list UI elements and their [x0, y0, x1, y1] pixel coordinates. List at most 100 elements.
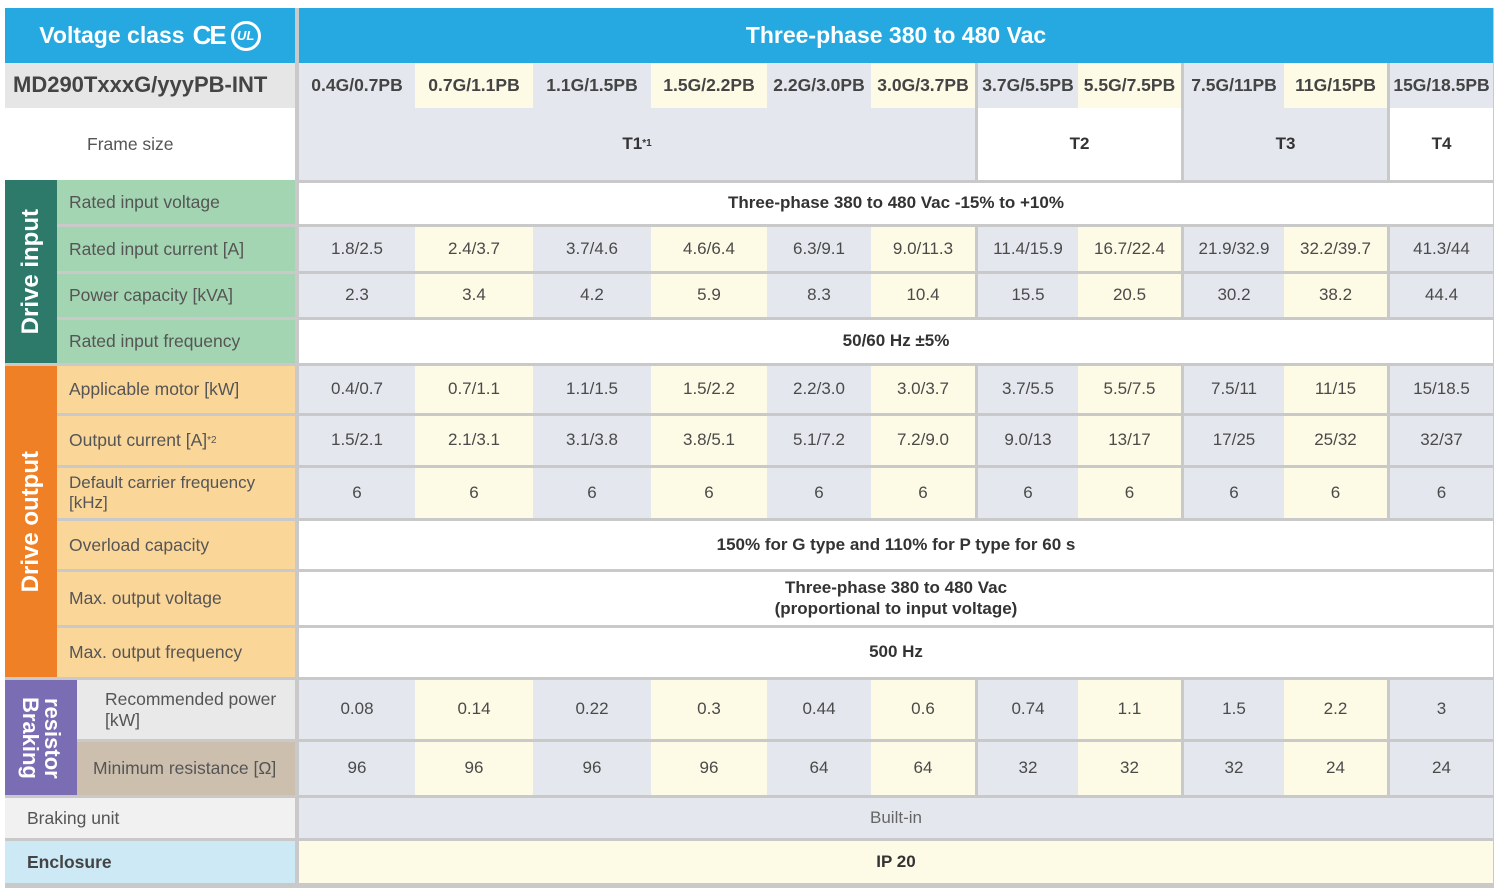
- power-capacity-cell: 8.3: [767, 271, 871, 317]
- output-current-cell: 32/37: [1387, 413, 1493, 465]
- minimum-resistance-cell: 96: [533, 739, 651, 795]
- rated-input-current-cell: 9.0/11.3: [871, 224, 975, 271]
- applicable-motor-cell: 0.7/1.1: [415, 363, 533, 413]
- rated-input-current-cell: 6.3/9.1: [767, 224, 871, 271]
- frame-t1-value: T1: [622, 133, 643, 153]
- recommended-power-cell: 2.2: [1284, 677, 1387, 739]
- rated-input-frequency-label: Rated input frequency: [57, 317, 295, 363]
- applicable-motor-cell: 11/15: [1284, 363, 1387, 413]
- carrier-frequency-cell: 6: [767, 465, 871, 518]
- output-current-cell: 1.5/2.1: [299, 413, 415, 465]
- applicable-motor-cell: 3.0/3.7: [871, 363, 975, 413]
- applicable-motor-label: Applicable motor [kW]: [57, 363, 295, 413]
- minimum-resistance-cell: 24: [1284, 739, 1387, 795]
- power-capacity-cell: 5.9: [651, 271, 767, 317]
- output-current-cell: 5.1/7.2: [767, 413, 871, 465]
- rated-input-current-cell: 11.4/15.9: [975, 224, 1078, 271]
- minimum-resistance-label: Minimum resistance [Ω]: [77, 739, 295, 795]
- applicable-motor-cell: 3.7/5.5: [975, 363, 1078, 413]
- rated-input-current-cell: 4.6/6.4: [651, 224, 767, 271]
- rated-input-current-label: Rated input current [A]: [57, 224, 295, 271]
- voltage-class-header: Voltage class CE UL: [5, 8, 295, 63]
- frame-t4: T4: [1387, 108, 1493, 180]
- recommended-power-cell: 0.3: [651, 677, 767, 739]
- frame-t1-note: *1: [642, 138, 652, 149]
- power-capacity-cell: 10.4: [871, 271, 975, 317]
- model-cell: 2.2G/3.0PB: [767, 63, 871, 108]
- power-capacity-label: Power capacity [kVA]: [57, 271, 295, 317]
- rated-input-current-cell: 1.8/2.5: [299, 224, 415, 271]
- applicable-motor-cell: 0.4/0.7: [299, 363, 415, 413]
- minimum-resistance-cell: 96: [415, 739, 533, 795]
- minimum-resistance-cell: 32: [975, 739, 1078, 795]
- minimum-resistance-cell: 32: [1078, 739, 1181, 795]
- braking-unit-label: Braking unit: [5, 795, 295, 838]
- recommended-power-cell: 1.5: [1181, 677, 1284, 739]
- carrier-frequency-label: Default carrier frequency [kHz]: [57, 465, 295, 518]
- model-cell: 5.5G/7.5PB: [1078, 63, 1181, 108]
- rated-input-frequency-value: 50/60 Hz ±5%: [299, 317, 1493, 363]
- applicable-motor-cell: 2.2/3.0: [767, 363, 871, 413]
- model-cell: 1.5G/2.2PB: [651, 63, 767, 108]
- rated-input-current-cell: 2.4/3.7: [415, 224, 533, 271]
- drive-output-section-label: Drive output: [5, 363, 57, 677]
- carrier-frequency-cell: 6: [1078, 465, 1181, 518]
- model-cell: 7.5G/11PB: [1181, 63, 1284, 108]
- enclosure-value: IP 20: [299, 838, 1493, 883]
- minimum-resistance-cell: 64: [871, 739, 975, 795]
- enclosure-label: Enclosure: [5, 838, 295, 883]
- carrier-frequency-cell: 6: [1181, 465, 1284, 518]
- model-cell: 15G/18.5PB: [1387, 63, 1493, 108]
- model-cell: 11G/15PB: [1284, 63, 1387, 108]
- rated-input-voltage-label: Rated input voltage: [57, 180, 295, 224]
- minimum-resistance-cell: 64: [767, 739, 871, 795]
- max-output-voltage-value: Three-phase 380 to 480 Vac (proportional…: [299, 569, 1493, 625]
- power-capacity-cell: 44.4: [1387, 271, 1493, 317]
- max-output-frequency-label: Max. output frequency: [57, 625, 295, 677]
- max-output-voltage-label: Max. output voltage: [57, 569, 295, 625]
- minimum-resistance-cell: 96: [651, 739, 767, 795]
- column-divider: [295, 8, 299, 883]
- applicable-motor-cell: 15/18.5: [1387, 363, 1493, 413]
- output-current-cell: 2.1/3.1: [415, 413, 533, 465]
- output-current-cell: 3.8/5.1: [651, 413, 767, 465]
- power-capacity-cell: 30.2: [1181, 271, 1284, 317]
- power-capacity-cell: 38.2: [1284, 271, 1387, 317]
- rated-input-voltage-value: Three-phase 380 to 480 Vac -15% to +10%: [299, 180, 1493, 224]
- output-current-note: *2: [207, 434, 217, 446]
- recommended-power-cell: 0.22: [533, 677, 651, 739]
- spec-table: Voltage class CE UL Three-phase 380 to 4…: [5, 8, 1494, 888]
- power-capacity-cell: 3.4: [415, 271, 533, 317]
- voltage-range-title: Three-phase 380 to 480 Vac: [299, 8, 1493, 63]
- recommended-power-cell: 0.6: [871, 677, 975, 739]
- carrier-frequency-cell: 6: [651, 465, 767, 518]
- minimum-resistance-cell: 32: [1181, 739, 1284, 795]
- carrier-frequency-cell: 6: [415, 465, 533, 518]
- overload-capacity-value: 150% for G type and 110% for P type for …: [299, 518, 1493, 569]
- output-current-cell: 13/17: [1078, 413, 1181, 465]
- power-capacity-cell: 20.5: [1078, 271, 1181, 317]
- carrier-frequency-cell: 6: [299, 465, 415, 518]
- minimum-resistance-cell: 24: [1387, 739, 1493, 795]
- recommended-power-cell: 0.74: [975, 677, 1078, 739]
- model-cell: 0.4G/0.7PB: [299, 63, 415, 108]
- max-output-voltage-line1: Three-phase 380 to 480 Vac: [784, 578, 1008, 598]
- output-current-cell: 7.2/9.0: [871, 413, 975, 465]
- rated-input-current-cell: 21.9/32.9: [1181, 224, 1284, 271]
- recommended-power-cell: 0.44: [767, 677, 871, 739]
- model-cell: 1.1G/1.5PB: [533, 63, 651, 108]
- frame-t3: T3: [1181, 108, 1387, 180]
- model-series-label: MD290TxxxG/yyyPB-INT: [5, 63, 295, 108]
- carrier-frequency-cell: 6: [871, 465, 975, 518]
- rated-input-current-cell: 32.2/39.7: [1284, 224, 1387, 271]
- braking-unit-value: Built-in: [299, 795, 1493, 838]
- voltage-class-label: Voltage class: [39, 21, 185, 48]
- applicable-motor-cell: 1.5/2.2: [651, 363, 767, 413]
- applicable-motor-cell: 5.5/7.5: [1078, 363, 1181, 413]
- recommended-power-cell: 3: [1387, 677, 1493, 739]
- applicable-motor-cell: 7.5/11: [1181, 363, 1284, 413]
- output-current-cell: 17/25: [1181, 413, 1284, 465]
- power-capacity-cell: 15.5: [975, 271, 1078, 317]
- power-capacity-cell: 4.2: [533, 271, 651, 317]
- ce-mark-icon: CE: [192, 19, 227, 50]
